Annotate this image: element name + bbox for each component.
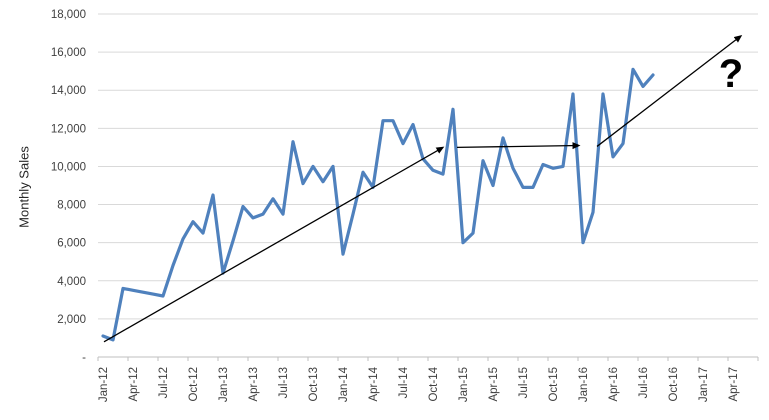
x-axis-tick-label: Apr-13 <box>248 367 260 402</box>
x-axis-tick-label: Oct-13 <box>308 367 320 402</box>
x-axis-tick-label: Jul-14 <box>398 366 410 398</box>
x-axis-tick-label: Jan-14 <box>338 366 350 402</box>
trend-arrow-past <box>103 146 445 343</box>
y-axis-tick-label: 10,000 <box>51 161 86 173</box>
x-axis-tick-label: Apr-14 <box>368 366 380 401</box>
y-axis-tick-label: 16,000 <box>51 47 86 59</box>
trend-arrow-plateau <box>456 142 581 150</box>
x-axis-tick-label: Jul-12 <box>158 367 170 398</box>
y-axis-tick-label: - <box>82 352 86 364</box>
x-axis-tick-label: Oct-12 <box>188 367 200 402</box>
y-axis-title: Monthly Sales <box>17 146 32 228</box>
x-axis-tick-label: Oct-16 <box>668 367 680 402</box>
x-axis-tick-label: Jan-15 <box>458 367 470 402</box>
x-axis-tick-label: Oct-14 <box>428 366 440 401</box>
x-axis-tick-label: Apr-16 <box>608 367 620 402</box>
trend-arrow-forecast <box>596 35 743 147</box>
x-axis-tick-label: Apr-12 <box>128 367 140 402</box>
sales-series-line <box>101 67 655 342</box>
y-axis-tick-label: 2,000 <box>57 314 86 326</box>
y-axis-tick-label: 4,000 <box>57 276 86 288</box>
y-axis-tick-label: 12,000 <box>51 123 86 135</box>
forecast-question-mark: ? <box>719 52 743 96</box>
y-axis-tick-label: 8,000 <box>57 200 86 212</box>
x-axis-tick-label: Jan-12 <box>98 367 110 402</box>
x-axis-tick-label: Apr-15 <box>488 367 500 402</box>
x-axis-tick-label: Jul-15 <box>518 367 530 398</box>
x-axis-tick-label: Jan-17 <box>698 367 710 402</box>
x-axis-tick-label: Jan-13 <box>218 367 230 402</box>
x-axis-tick-label: Jul-16 <box>638 367 650 398</box>
x-axis-tick-label: Oct-15 <box>548 367 560 402</box>
x-axis-tick-label: Apr-17 <box>728 367 740 402</box>
y-axis-tick-label: 6,000 <box>57 238 86 250</box>
x-axis-tick-label: Jul-13 <box>278 367 290 398</box>
y-axis-tick-label: 18,000 <box>51 9 86 21</box>
y-axis-tick-label: 14,000 <box>51 85 86 97</box>
x-axis-tick-label: Jan-16 <box>578 367 590 402</box>
